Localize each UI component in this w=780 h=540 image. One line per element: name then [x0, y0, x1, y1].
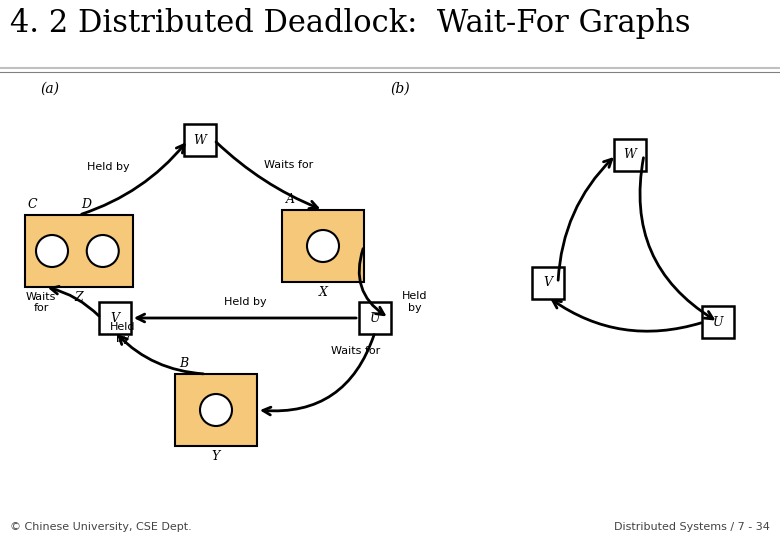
- FancyBboxPatch shape: [702, 306, 734, 338]
- FancyBboxPatch shape: [25, 215, 133, 287]
- Text: X: X: [318, 286, 328, 299]
- FancyBboxPatch shape: [175, 374, 257, 446]
- Text: Distributed Systems / 7 - 34: Distributed Systems / 7 - 34: [614, 522, 770, 532]
- Text: Held by: Held by: [87, 163, 129, 172]
- Text: 4. 2 Distributed Deadlock:  Wait-For Graphs: 4. 2 Distributed Deadlock: Wait-For Grap…: [10, 8, 690, 39]
- Text: U: U: [370, 312, 381, 325]
- Circle shape: [36, 235, 68, 267]
- FancyBboxPatch shape: [532, 267, 564, 299]
- Text: B: B: [179, 357, 188, 370]
- Text: W: W: [623, 148, 636, 161]
- Text: Held by: Held by: [224, 297, 266, 307]
- Circle shape: [200, 394, 232, 426]
- FancyBboxPatch shape: [282, 210, 364, 282]
- Text: Held
by: Held by: [110, 322, 135, 344]
- Text: C: C: [27, 198, 37, 211]
- Text: Waits for: Waits for: [264, 160, 313, 170]
- Text: Z: Z: [75, 291, 83, 304]
- Text: Waits for: Waits for: [332, 346, 381, 356]
- Text: (a): (a): [40, 82, 59, 96]
- Text: Y: Y: [212, 450, 220, 463]
- FancyBboxPatch shape: [359, 302, 391, 334]
- Text: Held
by: Held by: [402, 291, 427, 313]
- Circle shape: [87, 235, 119, 267]
- Text: © Chinese University, CSE Dept.: © Chinese University, CSE Dept.: [10, 522, 192, 532]
- Text: V: V: [111, 312, 119, 325]
- Text: (b): (b): [390, 82, 410, 96]
- Text: D: D: [81, 198, 91, 211]
- Circle shape: [307, 230, 339, 262]
- Text: Waits
for: Waits for: [26, 292, 56, 313]
- Text: U: U: [713, 315, 723, 328]
- FancyBboxPatch shape: [614, 139, 646, 171]
- FancyBboxPatch shape: [184, 124, 216, 156]
- Text: V: V: [544, 276, 552, 289]
- FancyBboxPatch shape: [99, 302, 131, 334]
- Text: W: W: [193, 133, 207, 146]
- Text: A: A: [286, 193, 295, 206]
